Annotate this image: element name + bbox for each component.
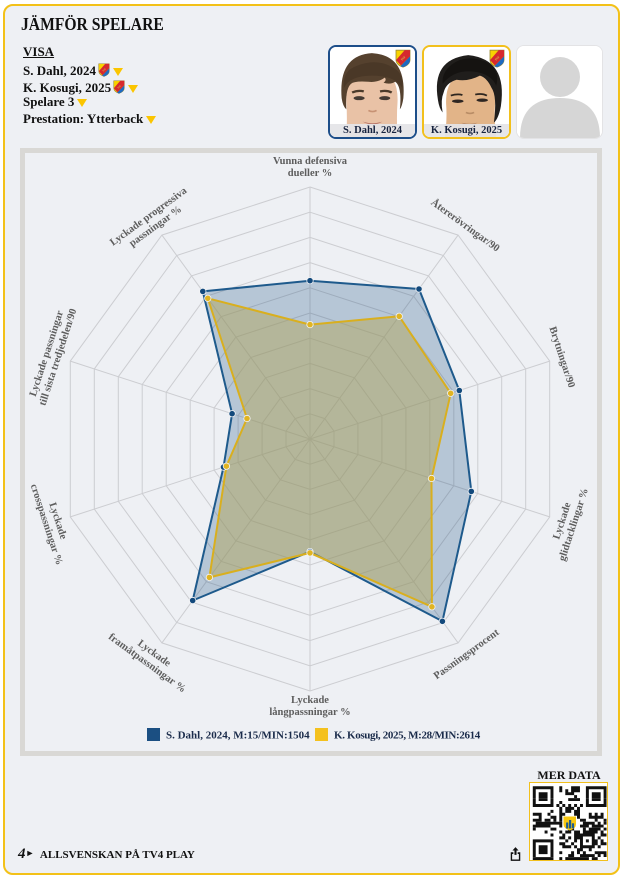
svg-text:Passningsprocent: Passningsprocent [432,627,502,682]
svg-text:långpassningar %: långpassningar % [269,707,350,718]
svg-text:Brytningar/90: Brytningar/90 [547,325,577,389]
svg-text:Vunna defensiva: Vunna defensiva [273,156,348,167]
svg-text:Lyckade: Lyckade [291,695,329,706]
svg-text:dueller %: dueller % [288,168,332,179]
